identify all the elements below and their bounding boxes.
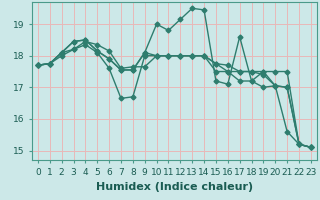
X-axis label: Humidex (Indice chaleur): Humidex (Indice chaleur) [96,182,253,192]
